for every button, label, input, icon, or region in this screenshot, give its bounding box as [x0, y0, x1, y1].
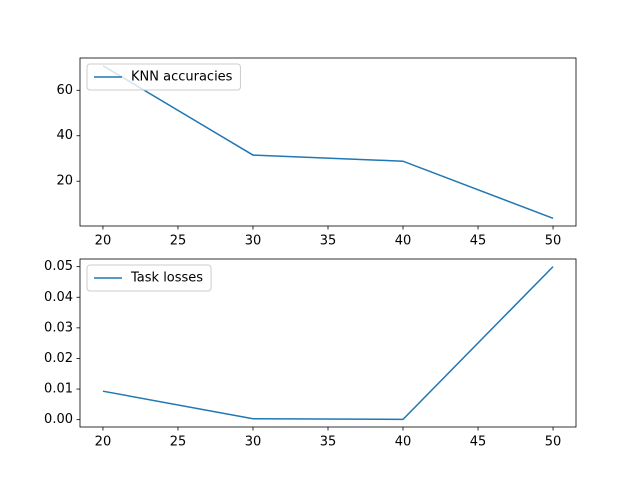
y-tick-label: 0.04 [44, 290, 73, 305]
axes-frame [79, 258, 577, 428]
y-tick-label: 60 [56, 83, 73, 98]
x-tick-label: 20 [95, 435, 112, 450]
y-tick-label: 0.00 [44, 412, 73, 427]
legend-label: Task losses [130, 271, 203, 286]
y-tick-label: 20 [56, 174, 73, 189]
legend-box [86, 63, 241, 91]
legend-label: KNN accuracies [131, 70, 233, 85]
y-tick-label: 0.03 [44, 320, 73, 335]
y-tick-label: 0.05 [44, 259, 73, 274]
data-line [102, 266, 554, 421]
x-tick-label: 25 [170, 435, 187, 450]
y-tick-label: 0.02 [44, 351, 73, 366]
x-tick-label: 30 [245, 234, 262, 249]
data-line [102, 65, 554, 219]
x-tick-label: 30 [245, 435, 262, 450]
x-tick-label: 20 [95, 234, 112, 249]
x-tick-label: 50 [545, 435, 562, 450]
y-tick-label: 0.01 [44, 382, 73, 397]
x-tick-label: 35 [320, 234, 337, 249]
x-tick-label: 45 [470, 234, 487, 249]
y-tick-label: 40 [56, 128, 73, 143]
legend-box [86, 264, 212, 292]
x-tick-label: 40 [395, 435, 412, 450]
x-tick-label: 35 [320, 435, 337, 450]
x-tick-label: 50 [545, 234, 562, 249]
axes-frame [79, 57, 577, 227]
x-tick-label: 25 [170, 234, 187, 249]
x-tick-label: 45 [470, 435, 487, 450]
x-tick-label: 40 [395, 234, 412, 249]
